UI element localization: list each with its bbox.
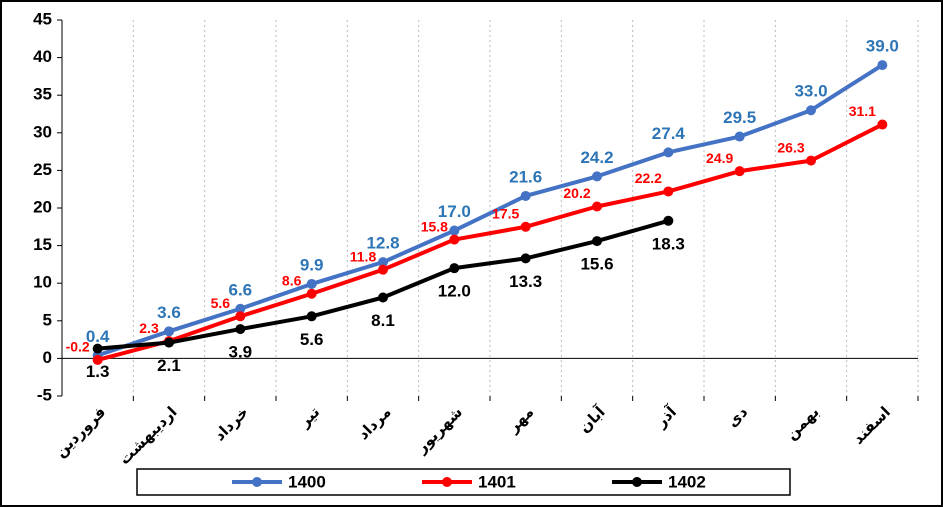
data-label: 15.8 — [421, 218, 448, 234]
y-tick-label: 20 — [33, 197, 52, 216]
data-point — [235, 303, 246, 314]
data-point — [449, 225, 460, 236]
data-label: 24.2 — [580, 148, 613, 167]
data-label: 5.6 — [300, 330, 324, 349]
data-point — [235, 324, 246, 335]
data-label: 12.0 — [438, 282, 471, 301]
data-point — [806, 155, 816, 166]
data-label: -0.2 — [66, 339, 90, 355]
data-label: 8.6 — [282, 272, 302, 288]
data-label: 3.6 — [157, 303, 181, 322]
data-point — [592, 201, 602, 212]
y-tick-label: -5 — [37, 385, 52, 404]
data-point — [520, 190, 531, 201]
data-label: 5.6 — [211, 295, 231, 311]
data-point — [449, 234, 460, 245]
data-label: 21.6 — [509, 167, 542, 186]
data-point — [734, 131, 745, 142]
data-point — [164, 326, 174, 337]
data-label: 27.4 — [652, 124, 686, 143]
data-point — [235, 311, 246, 322]
data-label: 29.5 — [723, 108, 756, 127]
data-label: 9.9 — [300, 255, 324, 274]
data-label: 24.9 — [706, 150, 733, 166]
data-label: 1.3 — [86, 362, 110, 381]
y-tick-label: 35 — [33, 85, 52, 104]
data-label: 2.3 — [139, 320, 159, 336]
data-point — [592, 236, 602, 247]
data-label: 12.8 — [366, 234, 399, 253]
data-label: 20.2 — [563, 185, 590, 201]
data-point — [306, 288, 317, 299]
y-tick-label: 5 — [43, 310, 52, 329]
data-point — [877, 60, 888, 71]
data-point — [663, 147, 674, 158]
data-label: 39.0 — [866, 37, 899, 56]
data-point — [306, 278, 317, 289]
data-point — [92, 343, 103, 354]
y-tick-label: 45 — [33, 9, 52, 28]
data-label: 3.9 — [229, 343, 253, 362]
data-label: 31.1 — [849, 103, 876, 119]
y-tick-label: 0 — [43, 348, 52, 367]
data-point — [663, 186, 674, 197]
data-label: 26.3 — [777, 139, 804, 155]
data-point — [520, 253, 531, 264]
data-label: 0.4 — [86, 327, 110, 346]
series-line — [97, 122, 884, 362]
data-point — [164, 337, 174, 348]
series-line — [97, 63, 884, 358]
data-label: 17.0 — [438, 202, 471, 221]
data-label: 13.3 — [509, 272, 542, 291]
data-label: 18.3 — [652, 234, 685, 253]
data-point — [449, 263, 460, 274]
data-point — [734, 166, 745, 177]
data-point — [378, 292, 388, 303]
data-label: 33.0 — [794, 82, 827, 101]
data-point — [663, 215, 674, 226]
y-tick-label: 15 — [33, 235, 52, 254]
data-point — [592, 171, 602, 182]
data-label: 22.2 — [635, 170, 662, 186]
data-label: 11.8 — [350, 248, 377, 264]
y-tick-label: 40 — [33, 47, 52, 66]
legend-label: 1400 — [288, 472, 326, 491]
data-label: 6.6 — [229, 280, 253, 299]
data-point — [306, 311, 317, 322]
data-point — [378, 257, 388, 268]
legend-marker — [252, 477, 262, 487]
data-label: 8.1 — [371, 311, 395, 330]
legend-label: 1402 — [668, 472, 706, 491]
data-point — [806, 105, 816, 116]
legend-label: 1401 — [478, 472, 516, 491]
data-label: 2.1 — [157, 356, 181, 375]
y-tick-label: 30 — [33, 122, 52, 141]
legend-marker — [632, 477, 642, 487]
y-tick-label: 25 — [33, 160, 52, 179]
data-label: 17.5 — [492, 206, 519, 222]
data-point — [378, 264, 388, 275]
legend-marker — [442, 477, 452, 487]
data-label: 15.6 — [580, 255, 613, 274]
data-point — [520, 221, 531, 232]
data-point — [92, 354, 103, 365]
y-tick-label: 10 — [33, 273, 52, 292]
data-point — [877, 119, 888, 130]
